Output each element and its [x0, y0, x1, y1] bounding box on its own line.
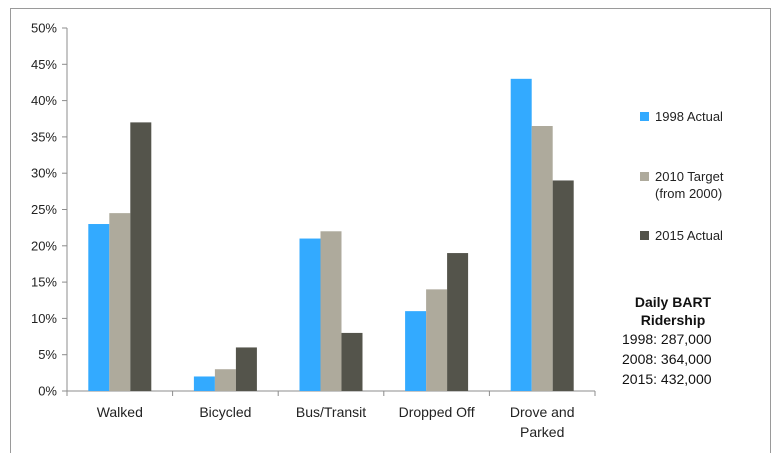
bar: [214, 369, 236, 391]
y-tick-label: 0%: [38, 384, 57, 399]
legend-item-2015-actual: 2015 Actual: [640, 227, 770, 244]
y-tick-label: 10%: [31, 311, 57, 326]
bar: [426, 289, 448, 391]
y-tick-label: 20%: [31, 238, 57, 253]
legend-item-2010-target: 2010 Target (from 2000): [640, 168, 770, 202]
x-tick-label: Dropped Off: [399, 404, 475, 420]
chart-frame: [10, 8, 771, 453]
y-tick-label: 50%: [31, 21, 57, 36]
bar: [130, 122, 152, 391]
ridership-2015: 2015: 432,000: [622, 371, 712, 387]
ridership-2008: 2008: 364,000: [622, 351, 712, 367]
x-tick-label: Parked: [520, 424, 564, 440]
bar: [341, 332, 363, 391]
x-tick-label: Drove and: [510, 404, 575, 420]
bar: [193, 376, 215, 391]
bar: [510, 78, 532, 391]
y-tick-label: 40%: [31, 93, 57, 108]
x-tick-label: Bus/Transit: [296, 404, 366, 420]
legend-swatch-2015: [640, 231, 649, 240]
bar: [320, 231, 342, 391]
legend-label-2015: 2015 Actual: [655, 228, 723, 243]
ridership-title-line1: Daily BART: [634, 294, 712, 310]
legend-swatch-1998: [640, 112, 649, 121]
y-tick-label: 15%: [31, 275, 57, 290]
x-tick-label: Bicycled: [199, 404, 251, 420]
y-tick-label: 35%: [31, 129, 57, 144]
legend-label-2010-line1: 2010 Target: [655, 169, 724, 184]
bar: [531, 126, 553, 391]
legend-swatch-2010: [640, 172, 649, 181]
bar: [447, 253, 469, 391]
legend-label-1998: 1998 Actual: [655, 109, 723, 124]
bar: [88, 224, 110, 391]
y-tick-label: 30%: [31, 166, 57, 181]
x-tick-label: Walked: [97, 404, 143, 420]
bar: [405, 311, 427, 391]
bar: [109, 213, 131, 391]
ridership-1998: 1998: 287,000: [622, 331, 712, 347]
bar: [299, 238, 321, 391]
y-tick-label: 5%: [38, 347, 57, 362]
ridership-info: Daily BART Ridership 1998: 287,000 2008:…: [608, 293, 738, 389]
legend-label-2010-line2: (from 2000): [655, 186, 723, 201]
bar: [235, 347, 257, 391]
y-tick-label: 25%: [31, 202, 57, 217]
bar: [552, 180, 574, 391]
ridership-title-line2: Ridership: [640, 312, 706, 328]
y-tick-label: 45%: [31, 57, 57, 72]
legend-item-1998-actual: 1998 Actual: [640, 108, 770, 125]
